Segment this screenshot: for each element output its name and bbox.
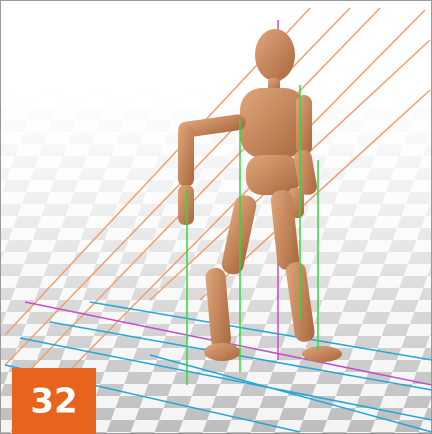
illustration: 32 xyxy=(0,0,432,434)
page: {"badge": {"label": "32"}} xyxy=(0,0,432,434)
badge-label: 32 xyxy=(30,382,77,422)
